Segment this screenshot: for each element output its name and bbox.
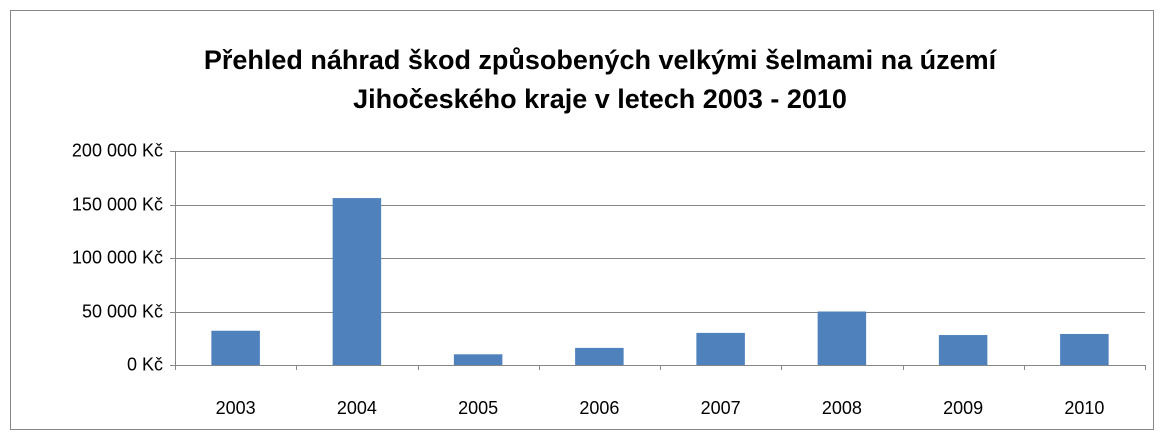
x-tick-label: 2007	[701, 398, 741, 418]
bar	[575, 347, 624, 365]
y-tick-label: 50 000 Kč	[82, 301, 163, 321]
x-tick-label: 2004	[337, 398, 377, 418]
bar	[938, 335, 988, 365]
x-tick-label: 2003	[216, 398, 256, 418]
bar	[332, 198, 382, 365]
y-tick-label: 150 000 Kč	[72, 194, 163, 214]
bar	[696, 332, 745, 365]
x-tick-label: 2009	[943, 398, 983, 418]
chart-title: Přehled náhrad škod způsobených velkými …	[204, 45, 998, 75]
x-tick-label: 2010	[1064, 398, 1104, 418]
bar	[817, 311, 867, 365]
chart-title: Jihočeského kraje v letech 2003 - 2010	[353, 84, 847, 114]
x-tick-label: 2005	[458, 398, 498, 418]
bar	[453, 354, 503, 365]
bar	[1060, 333, 1109, 365]
y-tick-label: 200 000 Kč	[72, 140, 163, 160]
x-tick-label: 2008	[822, 398, 862, 418]
bar	[211, 330, 260, 365]
y-tick-label: 0 Kč	[127, 354, 163, 374]
y-tick-label: 100 000 Kč	[72, 247, 163, 267]
x-tick-label: 2006	[579, 398, 619, 418]
